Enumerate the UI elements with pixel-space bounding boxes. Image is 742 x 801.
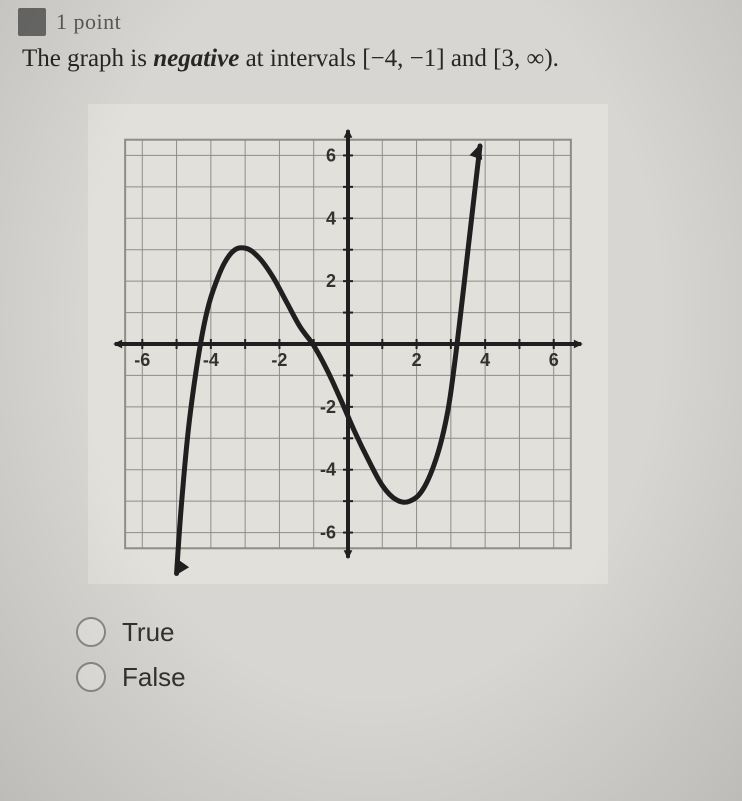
svg-text:-2: -2 xyxy=(320,397,336,417)
radio-icon xyxy=(76,662,106,692)
svg-text:4: 4 xyxy=(480,350,490,370)
svg-text:-4: -4 xyxy=(203,350,219,370)
prompt-text-pre: The graph is xyxy=(22,45,153,72)
prompt-and: and xyxy=(445,45,494,72)
svg-text:2: 2 xyxy=(412,350,422,370)
svg-text:-4: -4 xyxy=(320,459,336,479)
graph-figure: -6 -4 -2 2 4 6 -6 -4 -2 2 4 6 xyxy=(88,104,608,589)
prompt-emph: negative xyxy=(153,45,239,72)
svg-text:6: 6 xyxy=(326,145,336,165)
radio-icon xyxy=(76,617,106,647)
answer-label: True xyxy=(122,617,175,648)
svg-text:2: 2 xyxy=(326,271,336,291)
question-card: 1 point The graph is negative at interva… xyxy=(0,0,742,725)
points-row: 1 point xyxy=(18,8,724,36)
question-number-box xyxy=(18,8,46,36)
prompt-interval-2: [3, ∞). xyxy=(493,45,559,72)
svg-text:-6: -6 xyxy=(134,350,150,370)
answer-list: True False xyxy=(76,617,724,693)
question-prompt: The graph is negative at intervals [−4, … xyxy=(22,42,724,76)
graph-svg: -6 -4 -2 2 4 6 -6 -4 -2 2 4 6 xyxy=(88,104,608,584)
svg-text:-2: -2 xyxy=(271,350,287,370)
points-label: 1 point xyxy=(56,9,121,35)
svg-text:4: 4 xyxy=(326,208,336,228)
answer-label: False xyxy=(122,662,186,693)
svg-text:-6: -6 xyxy=(320,522,336,542)
prompt-interval-1: [−4, −1] xyxy=(362,45,444,72)
answer-option-true[interactable]: True xyxy=(76,617,724,648)
svg-text:6: 6 xyxy=(549,350,559,370)
prompt-text-mid: at intervals xyxy=(239,45,362,72)
answer-option-false[interactable]: False xyxy=(76,662,724,693)
